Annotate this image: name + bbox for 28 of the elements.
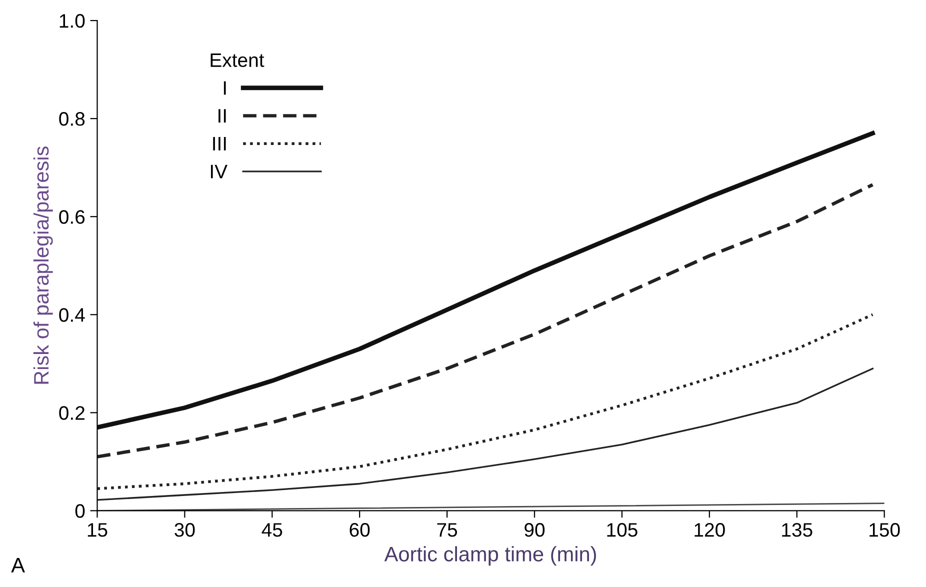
x-axis-title: Aortic clamp time (min) xyxy=(384,546,596,566)
line-series xyxy=(97,368,874,501)
y-tick-label: 0.8 xyxy=(59,112,85,126)
x-tick-label: 75 xyxy=(437,523,458,537)
x-tick-label: 105 xyxy=(607,523,638,537)
text: A xyxy=(11,558,25,572)
legend-label: III xyxy=(213,137,226,150)
legend-label: II xyxy=(218,109,226,123)
y-tick-label: 0.6 xyxy=(59,210,85,224)
x-tick-label: 90 xyxy=(524,523,545,537)
y-tick-label: 1.0 xyxy=(60,14,85,28)
x-tick-label: 45 xyxy=(262,523,282,537)
line-series xyxy=(97,313,874,490)
legend-label: IV xyxy=(210,164,228,178)
x-tick-label: 60 xyxy=(350,523,370,537)
y-tick-label: 0.2 xyxy=(59,406,84,420)
legend-title: Extent xyxy=(210,53,264,68)
x-tick-label: 120 xyxy=(694,523,725,537)
line-series xyxy=(97,131,875,430)
x-tick-label: 30 xyxy=(174,523,195,537)
x-tick-label: 135 xyxy=(782,523,812,537)
x-tick-label: 15 xyxy=(88,523,108,537)
y-axis-title: Risk of paraplegia/paresis xyxy=(33,146,53,384)
legend-label: I xyxy=(224,81,226,95)
line-series xyxy=(97,183,874,458)
y-tick-label: 0 xyxy=(75,504,85,518)
x-tick-label: 150 xyxy=(870,523,900,537)
y-tick-label: 0.4 xyxy=(59,308,85,322)
